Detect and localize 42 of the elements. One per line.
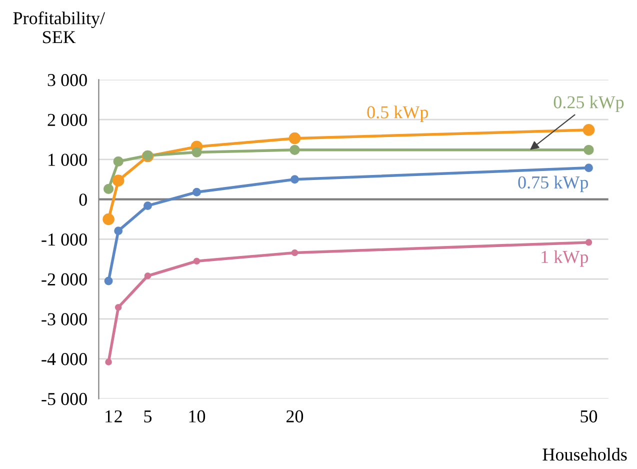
point bbox=[112, 174, 124, 186]
y-tick-label: 3 000 bbox=[48, 74, 87, 86]
series-label: 0.5 kWp bbox=[367, 106, 428, 122]
y-tick-label: -5 000 bbox=[42, 392, 87, 406]
x-tick-label: 1 bbox=[106, 410, 112, 422]
y-tick-label: 1 000 bbox=[48, 154, 87, 166]
point bbox=[113, 156, 124, 167]
point bbox=[290, 144, 300, 155]
text: 0.25 kWp bbox=[554, 96, 624, 112]
x-tick-label: 20 bbox=[286, 410, 304, 422]
point bbox=[288, 132, 301, 144]
point bbox=[104, 276, 113, 286]
point bbox=[102, 213, 114, 226]
point bbox=[192, 147, 202, 158]
y-tick-label: 0 bbox=[79, 194, 87, 206]
point bbox=[584, 164, 593, 172]
y-tick-label: -4 000 bbox=[42, 353, 87, 366]
point bbox=[582, 124, 595, 136]
x-tick-label: 10 bbox=[189, 410, 206, 422]
point bbox=[103, 184, 114, 194]
point bbox=[585, 238, 592, 246]
point bbox=[192, 188, 201, 196]
point bbox=[584, 144, 594, 155]
y-tick-label: -3 000 bbox=[42, 313, 87, 326]
x-tick-label: 5 bbox=[144, 410, 152, 422]
point bbox=[144, 272, 152, 280]
y-tick-label: -2 000 bbox=[42, 273, 87, 286]
x-axis-title: Households bbox=[542, 448, 627, 461]
point bbox=[291, 249, 298, 256]
x-tick-label: 50 bbox=[580, 410, 598, 422]
point bbox=[290, 175, 299, 184]
y-axis-title: Profitability/ SEK bbox=[13, 11, 106, 44]
y-tick-label: -1 000 bbox=[42, 233, 87, 246]
point bbox=[114, 226, 123, 236]
point bbox=[144, 201, 152, 210]
series-label: 0.75 kWp bbox=[518, 176, 588, 192]
series-label: 1 kWp bbox=[542, 250, 588, 267]
y-tick-label: 2 000 bbox=[48, 114, 87, 126]
point bbox=[193, 258, 200, 265]
point bbox=[114, 304, 122, 311]
point bbox=[105, 358, 112, 366]
x-tick-label: 2 bbox=[114, 410, 122, 422]
